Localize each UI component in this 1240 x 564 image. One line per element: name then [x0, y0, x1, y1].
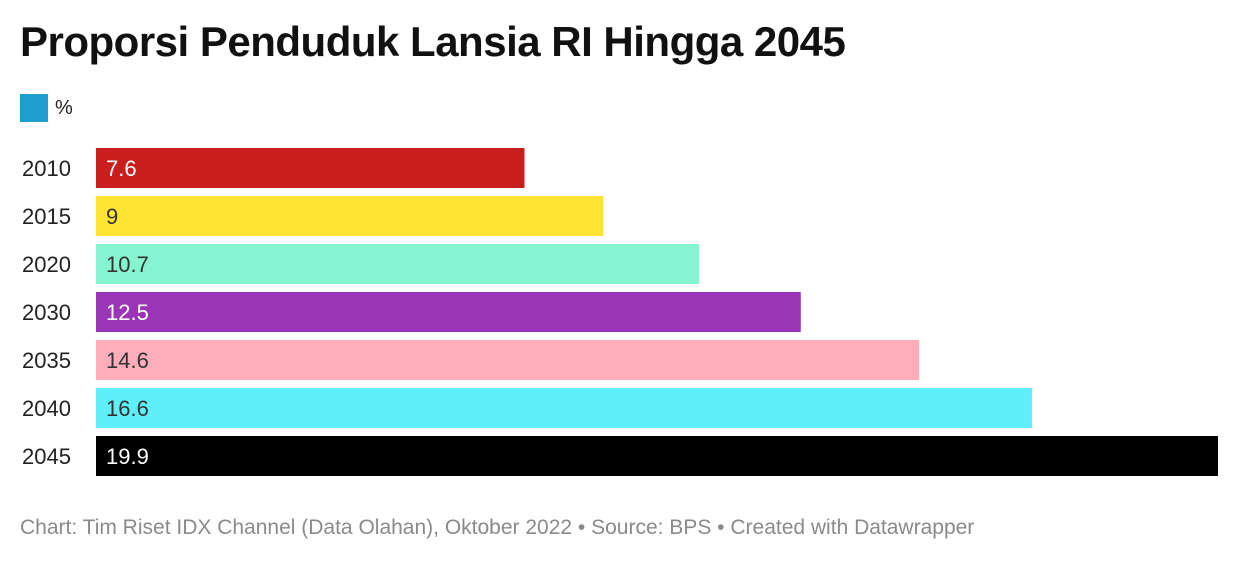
category-label-2035: 2035	[22, 348, 71, 373]
value-label-2020: 10.7	[106, 252, 149, 277]
category-label-2030: 2030	[22, 300, 71, 325]
category-label-2010: 2010	[22, 156, 71, 181]
bar-2020	[96, 244, 700, 284]
value-label-2015: 9	[106, 204, 118, 229]
value-label-2045: 19.9	[106, 444, 149, 469]
bar-2040	[96, 388, 1032, 428]
bar-2030	[96, 292, 801, 332]
value-label-2010: 7.6	[106, 156, 137, 181]
legend-label: %	[55, 96, 73, 119]
value-label-2035: 14.6	[106, 348, 149, 373]
bar-2045	[96, 436, 1218, 476]
category-label-2040: 2040	[22, 396, 71, 421]
category-label-2045: 2045	[22, 444, 71, 469]
bar-2035	[96, 340, 920, 380]
chart-footer: Chart: Tim Riset IDX Channel (Data Olaha…	[20, 516, 975, 539]
bar-2015	[96, 196, 604, 236]
legend-swatch	[20, 94, 48, 122]
category-label-2020: 2020	[22, 252, 71, 277]
chart-title: Proporsi Penduduk Lansia RI Hingga 2045	[20, 18, 846, 65]
value-label-2030: 12.5	[106, 300, 149, 325]
category-label-2015: 2015	[22, 204, 71, 229]
legend: %	[20, 94, 73, 122]
bar-2010	[96, 148, 525, 188]
bar-chart: 2010 7.6 2015 9 2020 10.7 2030 12.5 2035 14.6 2040…	[22, 148, 1218, 476]
value-label-2040: 16.6	[106, 396, 149, 421]
